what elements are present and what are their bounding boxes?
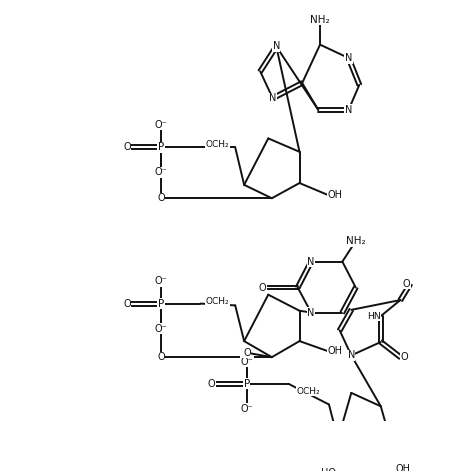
Text: O⁻: O⁻ [155,276,167,286]
Text: O: O [401,352,408,362]
Text: NH₂: NH₂ [346,236,365,246]
Text: N: N [345,53,352,63]
Text: N: N [347,350,355,360]
Text: NH₂: NH₂ [310,15,330,24]
Text: O: O [402,279,410,289]
Text: N: N [269,93,276,103]
Text: O: O [123,299,131,309]
Text: O⁻: O⁻ [155,167,167,178]
Text: O: O [208,379,216,389]
Text: OH: OH [327,190,342,200]
Text: O⁻: O⁻ [155,120,167,130]
Text: OH: OH [396,464,411,471]
Text: P: P [158,142,164,152]
Text: O⁻: O⁻ [155,324,167,333]
Text: N: N [308,257,315,267]
Text: N: N [308,308,315,317]
Text: P: P [158,299,164,309]
Text: O: O [157,193,165,203]
Text: O: O [123,142,131,152]
Text: N: N [345,105,352,115]
Text: N: N [273,41,280,51]
Text: OCH₂: OCH₂ [206,140,229,149]
Text: OH: OH [327,346,342,356]
Text: OCH₂: OCH₂ [297,387,320,396]
Text: O: O [243,348,251,357]
Text: HO: HO [321,468,336,471]
Text: O: O [157,352,165,362]
Text: O⁻: O⁻ [240,404,253,414]
Text: HN: HN [367,312,381,321]
Text: OCH₂: OCH₂ [206,297,229,306]
Text: O⁻: O⁻ [240,357,253,366]
Text: P: P [244,379,250,389]
Text: O: O [259,283,266,292]
